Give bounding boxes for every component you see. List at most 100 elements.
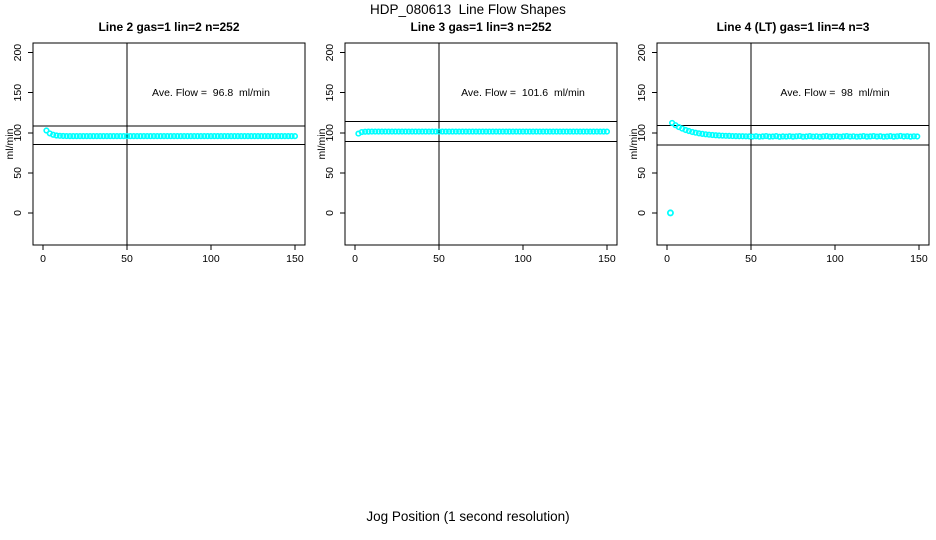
data-point (880, 133, 887, 140)
data-point (729, 132, 736, 140)
data-point (682, 126, 689, 134)
data-point (587, 128, 594, 135)
data-point (365, 128, 372, 135)
data-point (840, 133, 847, 140)
data-point (157, 133, 164, 140)
data-point (425, 128, 433, 135)
data-point (275, 133, 282, 140)
data-point (150, 133, 157, 140)
y-tick-label: 0 (636, 210, 648, 216)
data-point (66, 133, 74, 140)
data-point (452, 128, 459, 135)
data-point (870, 132, 877, 140)
data-point (493, 128, 500, 135)
data-point (736, 133, 743, 140)
data-point (80, 133, 87, 140)
data-point (904, 133, 911, 140)
data-point (482, 128, 490, 135)
data-point (462, 128, 469, 135)
data-point (358, 128, 365, 136)
data-point (472, 128, 480, 135)
data-point (251, 133, 258, 140)
y-tick-label: 150 (12, 84, 24, 102)
data-point (583, 128, 590, 135)
data-point (873, 133, 881, 140)
y-tick-label: 100 (12, 124, 24, 142)
data-point (759, 133, 766, 140)
data-point (238, 133, 245, 140)
plot-box (344, 42, 618, 246)
data-point (752, 133, 760, 140)
data-point (385, 128, 392, 135)
data-point (191, 133, 198, 140)
data-point (499, 128, 506, 135)
data-point (375, 128, 382, 135)
data-point (519, 128, 527, 135)
data-point (281, 133, 288, 140)
y-tick-label: 200 (12, 44, 24, 62)
data-point (799, 133, 807, 140)
x-tick-label: 0 (352, 253, 358, 265)
data-point (170, 133, 178, 140)
data-point (766, 133, 773, 140)
data-point (732, 133, 740, 140)
data-point (86, 133, 94, 140)
y-tick-label: 150 (324, 84, 336, 102)
plot-area: 0 50 100 150 0 50 100 150 200 (324, 42, 618, 265)
y-tick-label: 0 (12, 210, 24, 216)
data-point (689, 128, 696, 136)
data-point (722, 132, 729, 139)
data-point (60, 132, 67, 140)
data-point (395, 128, 402, 135)
data-point (810, 133, 817, 140)
data-point (709, 131, 716, 139)
data-point (456, 128, 463, 135)
plot-box (656, 42, 930, 246)
data-point (742, 133, 750, 140)
data-point (264, 133, 272, 140)
data-point (540, 128, 547, 135)
data-point (244, 133, 252, 140)
data-point (692, 129, 699, 136)
data-point (53, 132, 60, 139)
data-point (489, 128, 496, 135)
data-point (204, 133, 211, 140)
data-point (228, 133, 235, 140)
data-point (120, 133, 127, 140)
x-tick-label: 100 (202, 253, 220, 265)
data-point (123, 133, 131, 140)
data-point (288, 133, 295, 140)
data-point (739, 133, 746, 140)
y-tick-label: 100 (636, 124, 648, 142)
data-point (76, 133, 84, 140)
data-point (56, 132, 63, 139)
x-tick-label: 150 (286, 253, 304, 265)
data-point (543, 128, 550, 135)
data-point (763, 132, 770, 140)
data-point (187, 133, 194, 140)
data-point (415, 128, 422, 135)
data-point (469, 128, 476, 135)
data-point (603, 128, 611, 135)
y-tick-label: 150 (636, 84, 648, 102)
data-point (154, 133, 161, 140)
data-point (107, 133, 114, 140)
data-point (234, 133, 241, 140)
x-tick-label: 150 (910, 253, 928, 265)
data-point (860, 133, 867, 140)
panel-line4-chart: Line 4 (LT) gas=1 lin=4 n=3 Ave. Flow = … (628, 20, 930, 265)
data-point (769, 133, 776, 140)
y-axis-label: ml/min (316, 128, 328, 159)
data-point (850, 133, 857, 140)
data-point (803, 133, 810, 140)
data-point (409, 128, 416, 135)
data-point (749, 133, 756, 140)
data-point (546, 128, 553, 135)
data-point (174, 133, 181, 140)
data-point (529, 128, 537, 135)
data-point (823, 133, 830, 140)
data-point (877, 133, 884, 140)
data-point (796, 132, 803, 140)
data-point (103, 133, 110, 140)
data-point (560, 128, 567, 135)
